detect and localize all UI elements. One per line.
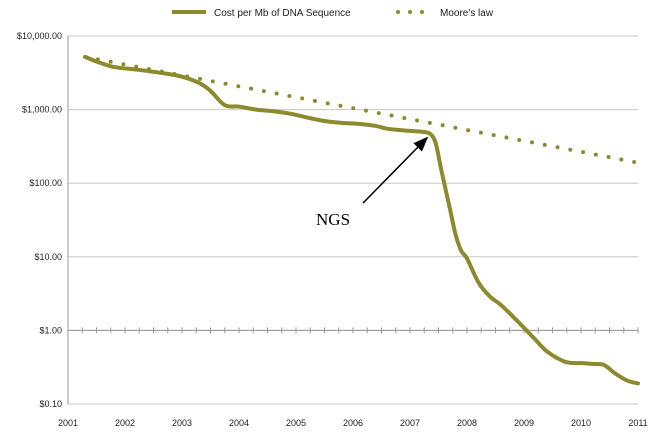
- y-tick-label: $100.00: [29, 178, 62, 188]
- y-tick-label: $1,000.00: [22, 105, 62, 115]
- grid: [68, 35, 638, 405]
- series-layer: [83, 54, 640, 386]
- x-tick-label: 2003: [172, 418, 192, 428]
- series-line-moores-law: [83, 54, 640, 165]
- y-tick-label: $1.00: [39, 325, 62, 335]
- x-tick-label: 2006: [343, 418, 363, 428]
- y-axis: $10,000.00 $1,000.00 $100.00 $10.00 $1.00 $0.…: [17, 31, 69, 409]
- y-tick-label: $10,000.00: [17, 31, 62, 41]
- legend-label: Moore's law: [440, 8, 494, 19]
- y-tick-label: $10.00: [34, 252, 62, 262]
- y-tick-label: $0.10: [39, 399, 62, 409]
- annotation-label: NGS: [316, 210, 350, 229]
- x-tick-label: 2001: [58, 418, 78, 428]
- x-tick-label: 2007: [400, 418, 420, 428]
- x-tick-label: 2005: [286, 418, 306, 428]
- annotation-layer: NGS: [316, 136, 429, 229]
- annotation-arrow: [362, 136, 429, 204]
- x-axis: 2001 2002 2003 2004 2005 2006 2007 2008 2009 2010…: [58, 327, 648, 428]
- x-tick-label: 2002: [115, 418, 135, 428]
- legend-label: Cost per Mb of DNA Sequence: [214, 8, 351, 19]
- series-line-dna-cost: [83, 54, 640, 386]
- x-tick-label: 2011: [628, 418, 647, 428]
- x-tick-label: 2004: [229, 418, 249, 428]
- x-tick-label: 2009: [514, 418, 534, 428]
- x-tick-label: 2010: [571, 418, 591, 428]
- x-tick-label: 2008: [457, 418, 477, 428]
- legend: Cost per Mb of DNA Sequence Moore's law: [172, 8, 494, 19]
